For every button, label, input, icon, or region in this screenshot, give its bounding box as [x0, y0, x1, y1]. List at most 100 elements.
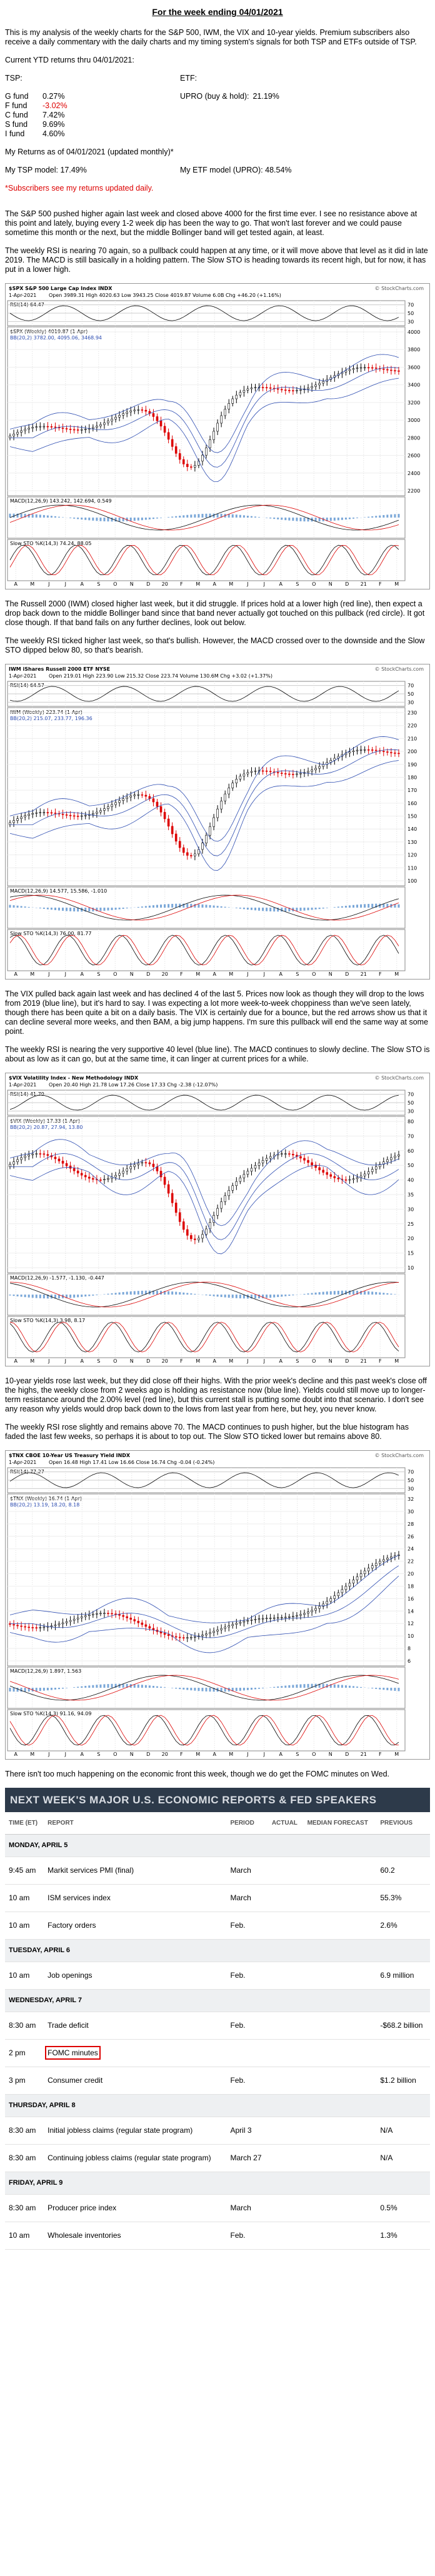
cell: March 27	[226, 2144, 268, 2172]
candle-body	[303, 1158, 306, 1161]
candle-body	[314, 768, 317, 771]
candle-body	[137, 1621, 140, 1623]
histogram-bar	[144, 1685, 147, 1688]
month-label: J	[64, 1358, 66, 1364]
histogram-bar	[175, 903, 178, 908]
cell	[268, 1884, 304, 1912]
macd-signal	[9, 895, 399, 921]
candle-body	[311, 386, 313, 388]
month-label: J	[246, 971, 248, 977]
histogram-bar	[258, 1688, 261, 1689]
price-tick: 230	[408, 710, 417, 716]
month-label: D	[146, 1752, 150, 1757]
histogram-bar	[24, 1295, 26, 1298]
histogram-bar	[258, 908, 261, 911]
macd-line	[9, 895, 399, 921]
month-label: J	[263, 1358, 265, 1364]
candle-body	[344, 1586, 348, 1590]
candle-body	[54, 1625, 57, 1626]
price-tick: 200	[408, 749, 417, 754]
histogram-bar	[73, 908, 76, 912]
histogram-bar	[111, 908, 113, 910]
histogram-bar	[314, 518, 317, 522]
histogram-bar	[277, 908, 279, 912]
cell	[303, 2117, 377, 2145]
month-label: F	[180, 1358, 183, 1364]
histogram-bar	[28, 514, 30, 518]
price-tick: 110	[408, 865, 417, 871]
panel	[7, 1316, 406, 1358]
price-tick: 32	[408, 1496, 414, 1502]
candle-body	[374, 1563, 378, 1566]
histogram-bar	[31, 1295, 34, 1298]
histogram-bar	[299, 518, 302, 521]
bollinger-band	[9, 1575, 399, 1653]
chart-site: © StockCharts.com	[375, 1075, 424, 1081]
report-row: 2 pm FOMC minutes	[5, 2039, 430, 2067]
histogram-bar	[148, 1685, 151, 1688]
candle-body	[163, 812, 166, 819]
cell	[268, 2222, 304, 2250]
histogram-bar	[92, 908, 94, 912]
histogram-bar	[133, 518, 136, 521]
cell: Job openings	[44, 1962, 227, 1990]
histogram-bar	[114, 518, 117, 522]
histogram-bar	[341, 1685, 343, 1688]
cell-text: March 27	[230, 2153, 262, 2162]
histogram-bar	[235, 514, 238, 518]
candle-body	[54, 1156, 57, 1160]
sto-label: Slow STO %K(14,3) 74.24, 88.05	[10, 541, 91, 546]
histogram-bar	[311, 1293, 313, 1295]
histogram-bar	[141, 518, 143, 521]
histogram-bar	[299, 1684, 302, 1688]
cell-text: $1.2 billion	[380, 2076, 416, 2085]
rsi-tick: 70	[408, 1470, 414, 1475]
candle-body	[76, 1170, 79, 1174]
cell-text: N/A	[380, 2126, 393, 2135]
histogram-bar	[318, 908, 321, 910]
candle-body	[46, 426, 49, 428]
day-row: THURSDAY, APRIL 8	[5, 2094, 430, 2117]
etf-column: ETF: UPRO (buy & hold): 21.19%	[180, 74, 279, 139]
candle-body	[382, 1559, 385, 1562]
histogram-bar	[164, 904, 166, 908]
histogram-bar	[296, 908, 298, 911]
histogram-bar	[175, 516, 178, 518]
candle-body	[152, 1163, 155, 1167]
histogram-bar	[12, 905, 15, 908]
report-row: 8:30 am Continuing jobless claims (regula…	[5, 2144, 430, 2172]
candle-body	[9, 436, 11, 438]
sto-k	[9, 1321, 399, 1353]
histogram-bar	[284, 1295, 287, 1296]
paragraph: The Russell 2000 (IWM) closed higher las…	[5, 599, 425, 627]
sto-d	[9, 1321, 399, 1353]
histogram-bar	[168, 904, 170, 908]
cell: Feb.	[226, 2067, 268, 2095]
cell: April 3	[226, 2117, 268, 2145]
cell-text: 8:30 am	[9, 2126, 36, 2135]
candle-body	[92, 813, 94, 815]
histogram-bar	[198, 514, 200, 518]
cell-text: 10 am	[9, 1893, 30, 1902]
candle-body	[61, 1622, 64, 1625]
rsi-tick: 70	[408, 683, 414, 689]
histogram-bar	[379, 903, 381, 908]
histogram-bar	[314, 1292, 317, 1295]
candle-body	[167, 1634, 170, 1636]
rsi-tick: 70	[408, 303, 414, 308]
chart-quote: Open 219.01 High 223.90 Low 215.32 Close…	[49, 673, 272, 679]
histogram-bar	[182, 515, 185, 518]
cell: 0.5%	[376, 2194, 430, 2222]
candle-body	[201, 843, 204, 850]
candle-body	[167, 818, 170, 827]
month-label: M	[394, 581, 399, 587]
candle-body	[76, 1617, 79, 1620]
candle-body	[186, 464, 189, 467]
month-label: J	[263, 1752, 265, 1757]
candle-body	[228, 1625, 231, 1628]
candle-body	[314, 1608, 317, 1611]
month-label: J	[48, 1752, 49, 1757]
histogram-bar	[88, 1295, 91, 1296]
histogram-bar	[144, 1290, 147, 1295]
histogram-bar	[273, 1295, 276, 1298]
